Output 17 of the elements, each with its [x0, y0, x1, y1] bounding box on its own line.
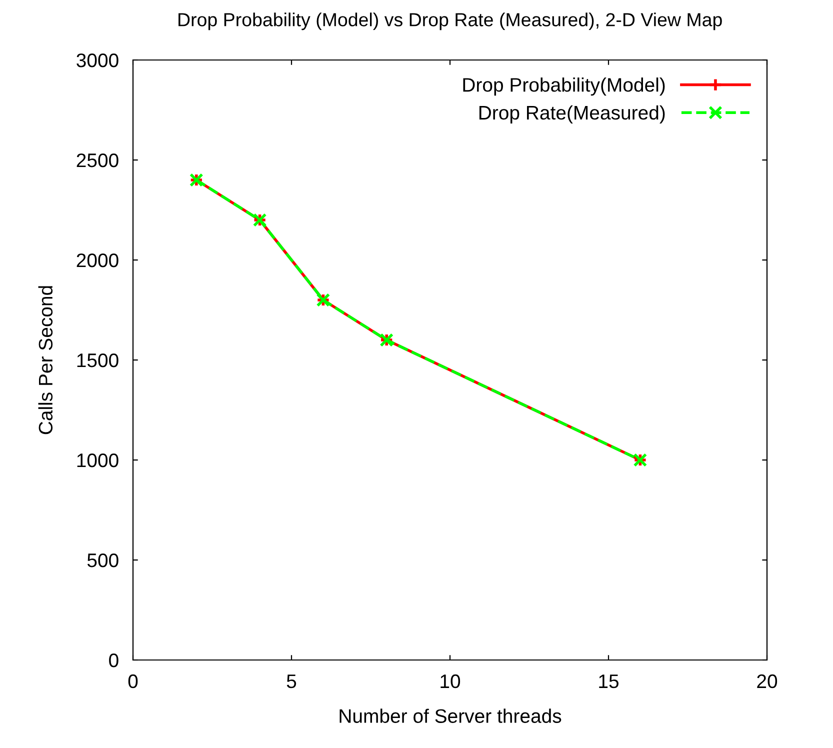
x-tick-label: 15 [599, 674, 618, 688]
y-tick-label: 2500 [76, 153, 118, 168]
y-axis-title: Calls Per Second [38, 286, 53, 434]
chart-title: Drop Probability (Model) vs Drop Rate (Measured), 2-D View Map [178, 12, 722, 30]
legend-label: Drop Rate(Measured) [479, 105, 665, 124]
x-tick-label: 20 [757, 674, 778, 688]
x-tick-label: 5 [286, 674, 296, 688]
y-tick-label: 500 [87, 553, 118, 568]
y-tick-label: 3000 [76, 53, 118, 68]
x-axis-title: Number of Server threads [340, 708, 562, 723]
y-tick-label: 1000 [77, 453, 118, 468]
y-tick-label: 2000 [76, 253, 118, 268]
legend-label: Drop Probability(Model) [463, 78, 665, 96]
x-tick-label: 0 [128, 674, 138, 688]
x-tick-label: 10 [440, 674, 460, 688]
y-tick-label: 0 [109, 653, 118, 668]
y-tick-label: 1500 [77, 353, 118, 368]
